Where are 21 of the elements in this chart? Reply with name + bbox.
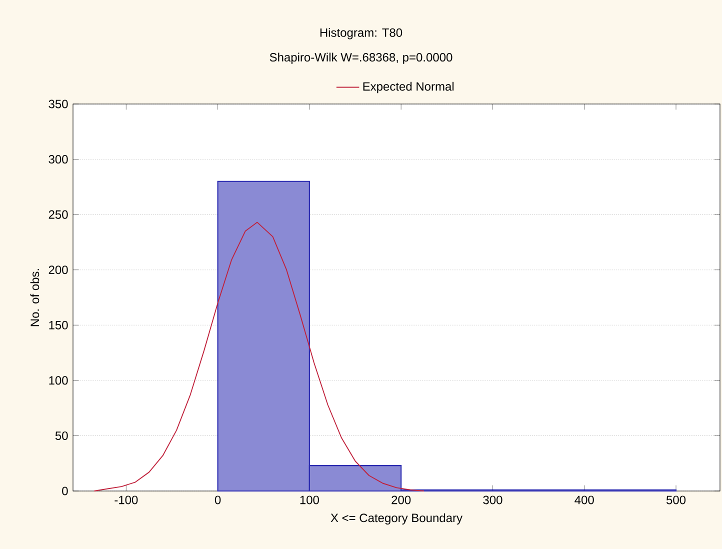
y-tick-label: 200	[48, 266, 68, 274]
x-tick-label: 100	[300, 496, 319, 504]
y-tick-label: 300	[48, 155, 68, 164]
x-tick-label: 400	[574, 496, 594, 504]
x-tick-label: 0	[214, 496, 221, 504]
legend-label: Expected Normal	[363, 82, 454, 94]
y-tick-label: 0	[62, 486, 68, 496]
y-axis-title: No. of obs.	[30, 269, 40, 326]
y-tick-label: 250	[48, 210, 68, 219]
line-series	[94, 222, 424, 492]
y-tick-label: 100	[49, 376, 68, 385]
chart-subtitle: Shapiro-Wilk W=.68368, p=0.0000	[270, 52, 452, 64]
y-tick-label: 50	[55, 431, 68, 440]
x-tick-label: -100	[114, 496, 138, 504]
chart-title: Histogram: T80	[320, 28, 402, 40]
y-tick-label: 350	[48, 100, 68, 108]
x-axis-title: X <= Category Boundary	[330, 513, 462, 525]
x-tick-label: 200	[392, 496, 411, 504]
y-tick-label: 150	[49, 320, 68, 330]
x-tick-label: 300	[483, 496, 502, 504]
x-tick-label: 500	[666, 496, 686, 504]
